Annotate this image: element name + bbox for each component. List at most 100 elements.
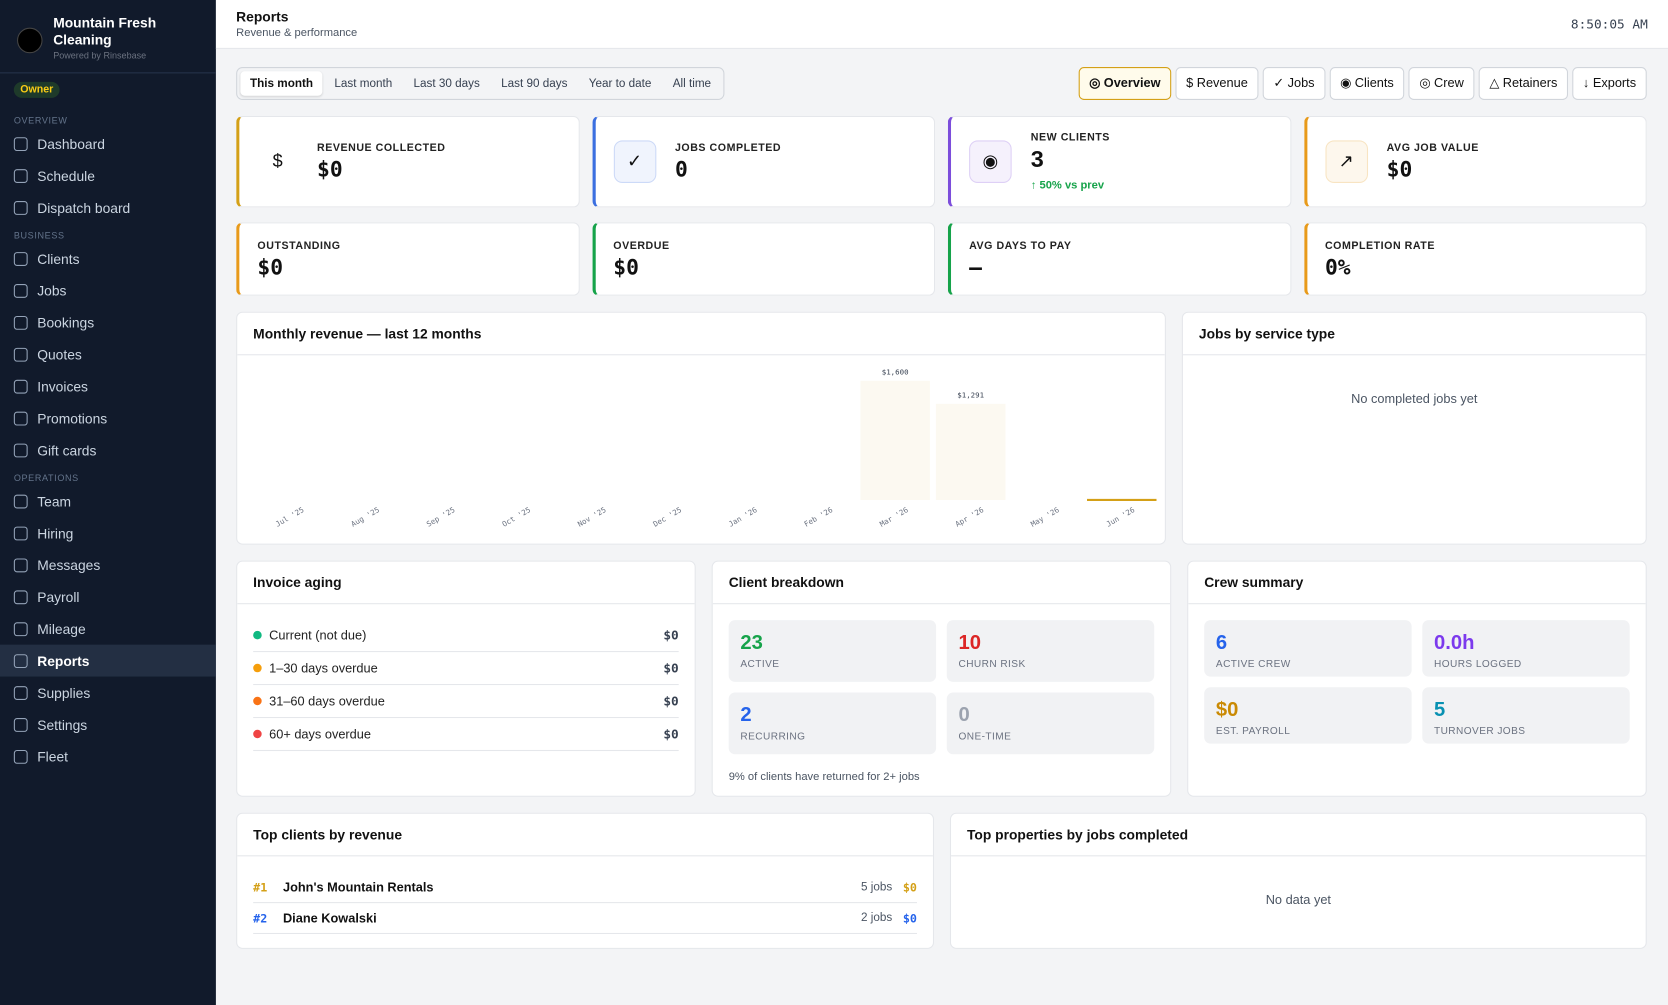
top-properties-card: Top properties by jobs completed No data … [949, 812, 1647, 949]
nav-item[interactable]: Invoices [0, 370, 216, 402]
report-tab[interactable]: ◎ Overview [1078, 67, 1172, 100]
aging-amount: $0 [663, 627, 679, 643]
nav-icon [13, 589, 28, 604]
nav-icon [13, 653, 28, 668]
nav-item[interactable]: Quotes [0, 338, 216, 370]
aging-label: Current (not due) [269, 627, 367, 643]
range-option[interactable]: Last 30 days [413, 77, 480, 91]
client-rank: #2 [253, 911, 268, 925]
chart-row: Monthly revenue — last 12 months Jul '25 A… [236, 311, 1647, 545]
kpi-text: JOBS COMPLETED 0 [675, 142, 781, 181]
range-option[interactable]: Year to date [588, 77, 652, 91]
nav-icon [13, 379, 28, 394]
kpi-card: ↗ AVG JOB VALUE $0 [1303, 115, 1647, 208]
tile-label: ONE-TIME [958, 730, 1012, 743]
aging-label: 60+ days overdue [269, 726, 371, 742]
nav-icon [13, 557, 28, 572]
section-label: OPERATIONS [13, 472, 79, 483]
x-tick-label: Dec '25 [652, 505, 684, 528]
report-tab[interactable]: ◉ Clients [1329, 67, 1405, 100]
nav-item[interactable]: Settings [0, 708, 216, 740]
nav-label: Bookings [37, 314, 95, 331]
kpi-label: REVENUE COLLECTED [317, 142, 446, 154]
nav-item[interactable]: Mileage [0, 613, 216, 645]
client-name: John's Mountain Rentals [282, 879, 434, 895]
nav-item[interactable]: Bookings [0, 306, 216, 338]
client-row: #1 John's Mountain Rentals 5 jobs $0 [253, 872, 917, 904]
nav-item[interactable]: Promotions [0, 402, 216, 434]
nav-label: Dispatch board [37, 199, 131, 216]
role-badge: Owner [13, 81, 60, 98]
nav-icon [13, 168, 28, 183]
tile-value: 2 [740, 704, 752, 727]
x-tick-label: Oct '25 [500, 505, 532, 528]
bar [860, 380, 930, 500]
stat-label: OUTSTANDING [257, 240, 341, 253]
aging-label: 1–30 days overdue [269, 660, 378, 676]
nav-item[interactable]: Clients [0, 243, 216, 275]
nav-item[interactable]: Dispatch board [0, 191, 216, 223]
nav-item[interactable]: Gift cards [0, 434, 216, 466]
report-tab[interactable]: ↓ Exports [1572, 67, 1647, 100]
tile-value: 23 [740, 631, 763, 655]
nav-icon [13, 749, 28, 764]
nav-icon [13, 283, 28, 298]
stat-tile: 6 ACTIVE CREW [1204, 620, 1412, 677]
nav-item[interactable]: Jobs [0, 274, 216, 306]
report-tab[interactable]: $ Revenue [1175, 67, 1259, 100]
range-option[interactable]: This month [240, 71, 323, 96]
aging-row: 60+ days overdue $0 [253, 718, 679, 752]
range-option[interactable]: All time [672, 77, 712, 91]
spacer [237, 604, 694, 619]
nav-label: Supplies [37, 684, 91, 701]
nav-item[interactable]: Fleet [0, 740, 216, 772]
nav-item[interactable]: Dashboard [0, 128, 216, 160]
tile-label: CHURN RISK [958, 658, 1026, 671]
aging-amount: $0 [663, 660, 679, 676]
value-label: $1,600 [882, 367, 909, 376]
kpi-text: NEW CLIENTS 3 ↑ 50% vs prev [1031, 132, 1110, 192]
bar [935, 403, 1006, 500]
kpi-icon: $ [272, 151, 283, 172]
stat-tile: $0 EST. PAYROLL [1204, 687, 1412, 744]
nav-item[interactable]: Messages [0, 549, 216, 581]
nav-item[interactable]: Payroll [0, 581, 216, 613]
tile-label: RECURRING [740, 730, 806, 743]
brand: Mountain Fresh Cleaning Powered by Rinseb… [0, 0, 216, 74]
nav-label: Messages [37, 556, 101, 573]
range-option[interactable]: Last 90 days [501, 77, 568, 91]
nav-item[interactable]: Team [0, 485, 216, 517]
client-revenue: $0 [902, 911, 917, 925]
aging-dot [253, 729, 262, 739]
nav-icon [13, 251, 28, 266]
empty-state: No data yet [1265, 892, 1331, 908]
nav-icon [13, 526, 28, 540]
kpi-card: ✓ JOBS COMPLETED 0 [591, 115, 936, 208]
nav-label: Gift cards [37, 442, 97, 458]
report-tab[interactable]: ✓ Jobs [1262, 67, 1326, 100]
range-option[interactable]: Last month [334, 77, 393, 91]
revenue-chart: Jul '25 Aug '25 Sep '25 Oct '25 Nov '25 Dec '… [274, 367, 1157, 529]
nav-label: Team [37, 493, 72, 510]
nav-label: Quotes [37, 346, 82, 363]
kpi-label: NEW CLIENTS [1030, 131, 1110, 144]
stat-row: OUTSTANDING $0 OVERDUE $0 AVG DAYS TO PAY — CO… [236, 222, 1647, 296]
report-tab[interactable]: △ Retainers [1478, 67, 1568, 100]
nav-item[interactable]: Reports [0, 644, 216, 677]
nav-label: Fleet [37, 748, 68, 765]
nav-icon [13, 443, 28, 457]
value-label: $1,291 [957, 390, 984, 399]
card-title: Invoice aging [237, 562, 695, 605]
nav-item[interactable]: Supplies [0, 677, 216, 709]
report-tab[interactable]: ◎ Crew [1408, 67, 1475, 100]
nav-label: Reports [37, 652, 90, 669]
nav-item[interactable]: Hiring [0, 517, 216, 549]
tile-value: 0.0h [1433, 631, 1475, 655]
crew-summary-card: Crew summary 6 ACTIVE CREW 0.0h HOURS LOGGED… [1187, 560, 1647, 797]
kpi-value: 0 [674, 155, 688, 182]
page-subtitle: Revenue & performance [236, 26, 358, 40]
nav-item[interactable]: Schedule [0, 160, 216, 192]
nav-icon [13, 411, 28, 425]
